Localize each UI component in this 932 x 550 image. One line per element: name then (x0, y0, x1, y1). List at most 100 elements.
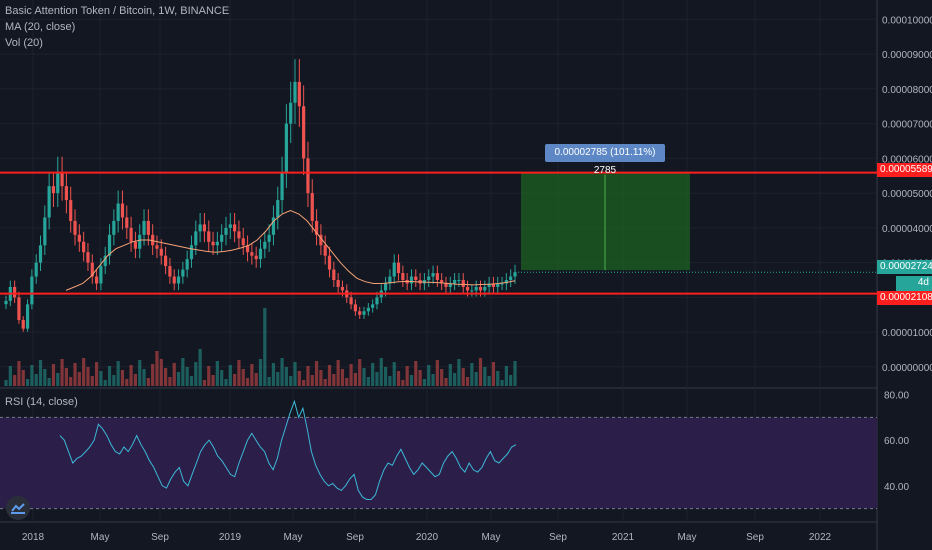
volume-bar (323, 379, 327, 386)
candle-body (4, 300, 8, 305)
volume-bar (474, 372, 478, 386)
volume-bar (448, 364, 452, 386)
volume-bar (289, 376, 293, 386)
volume-bar (461, 368, 465, 386)
volume-bar (414, 361, 418, 386)
candle-body (487, 283, 491, 287)
volume-bar (483, 367, 487, 386)
candle-body (470, 290, 474, 292)
candle-body (289, 102, 293, 124)
candle-body (263, 241, 267, 249)
volume-bar (293, 362, 297, 386)
candle-body (56, 172, 60, 194)
candle-body (116, 203, 120, 221)
candle-body (176, 276, 181, 284)
volume-bar (358, 359, 362, 386)
volume-bar (362, 368, 366, 386)
candle-body (431, 273, 435, 277)
time-tick-label: 2021 (612, 532, 635, 543)
volume-bar (215, 361, 219, 386)
volume-bar (99, 371, 103, 386)
candle-body (120, 203, 125, 218)
candle-body (297, 81, 301, 107)
candle-body (224, 227, 228, 235)
volume-bar (349, 364, 353, 386)
candle-body (435, 273, 439, 281)
tradingview-logo-icon[interactable] (6, 496, 30, 520)
volume-bar (116, 361, 120, 386)
candle-body (129, 227, 133, 242)
volume-bar (47, 378, 51, 386)
candle-body (34, 262, 38, 277)
time-tick-label: 2019 (219, 532, 242, 543)
candle-body (185, 259, 189, 270)
candle-body (133, 241, 138, 249)
candle-body (332, 269, 336, 281)
candle-body (483, 286, 487, 291)
candle-body (181, 269, 185, 277)
volume-bar (427, 365, 431, 386)
candle-body (280, 172, 284, 201)
volume-bar (86, 367, 90, 386)
time-tick-label: May (678, 532, 697, 543)
candle-body (86, 252, 90, 263)
volume-bar (440, 369, 444, 386)
price-tick-label: 0.00006000 (882, 154, 932, 165)
candle-body (465, 286, 470, 291)
candle-body (146, 220, 150, 235)
volume-bar (168, 377, 172, 386)
time-tick-label: May (284, 532, 303, 543)
volume-bar (220, 370, 224, 386)
candle-body (198, 224, 202, 232)
volume-bar (237, 360, 241, 386)
candle-body (302, 106, 306, 159)
candle-body (172, 276, 176, 284)
volume-bar (396, 371, 401, 386)
volume-bar (21, 370, 25, 386)
candle-body (77, 234, 81, 242)
candle-body (107, 234, 112, 256)
volume-bar (107, 366, 112, 386)
candle-body (47, 186, 51, 218)
volume-bar (211, 375, 215, 386)
candle-body (427, 276, 431, 281)
volume-bar (198, 349, 202, 386)
chart-title: Basic Attention Token / Bitcoin, 1W, BIN… (5, 5, 230, 17)
candle-body (215, 241, 219, 246)
volume-bar (336, 360, 340, 386)
time-tick-label: May (482, 532, 501, 543)
vol-legend: Vol (20) (5, 37, 43, 49)
candle-body (211, 241, 215, 246)
candle-body (194, 231, 198, 246)
candle-body (233, 224, 237, 232)
volume-bar (164, 368, 168, 386)
candle-body (509, 276, 513, 281)
volume-bar (371, 363, 375, 386)
candle-body (340, 286, 345, 291)
volume-bar (444, 378, 448, 386)
volume-bar (513, 361, 517, 386)
volume-bar (258, 359, 263, 386)
price-tick-label: 0.00010000 (882, 15, 932, 26)
volume-bar (34, 374, 38, 386)
candle-body (112, 220, 116, 235)
volume-bar (254, 373, 258, 386)
candle-body (94, 276, 99, 284)
volume-bar (340, 369, 345, 386)
candle-body (254, 255, 258, 260)
volume-bar (181, 358, 185, 386)
time-tick-label: Sep (151, 532, 169, 543)
volume-bar (470, 363, 474, 386)
price-tick-label: 0.00004000 (882, 224, 932, 235)
candle-body (25, 304, 30, 329)
volume-bar (457, 359, 461, 386)
candle-body (327, 255, 332, 270)
volume-bar (271, 363, 276, 386)
volume-bar (314, 361, 319, 386)
candle-body (60, 172, 64, 187)
volume-bar (401, 380, 405, 386)
time-tick-label: Sep (549, 532, 567, 543)
volume-bar (112, 375, 116, 386)
